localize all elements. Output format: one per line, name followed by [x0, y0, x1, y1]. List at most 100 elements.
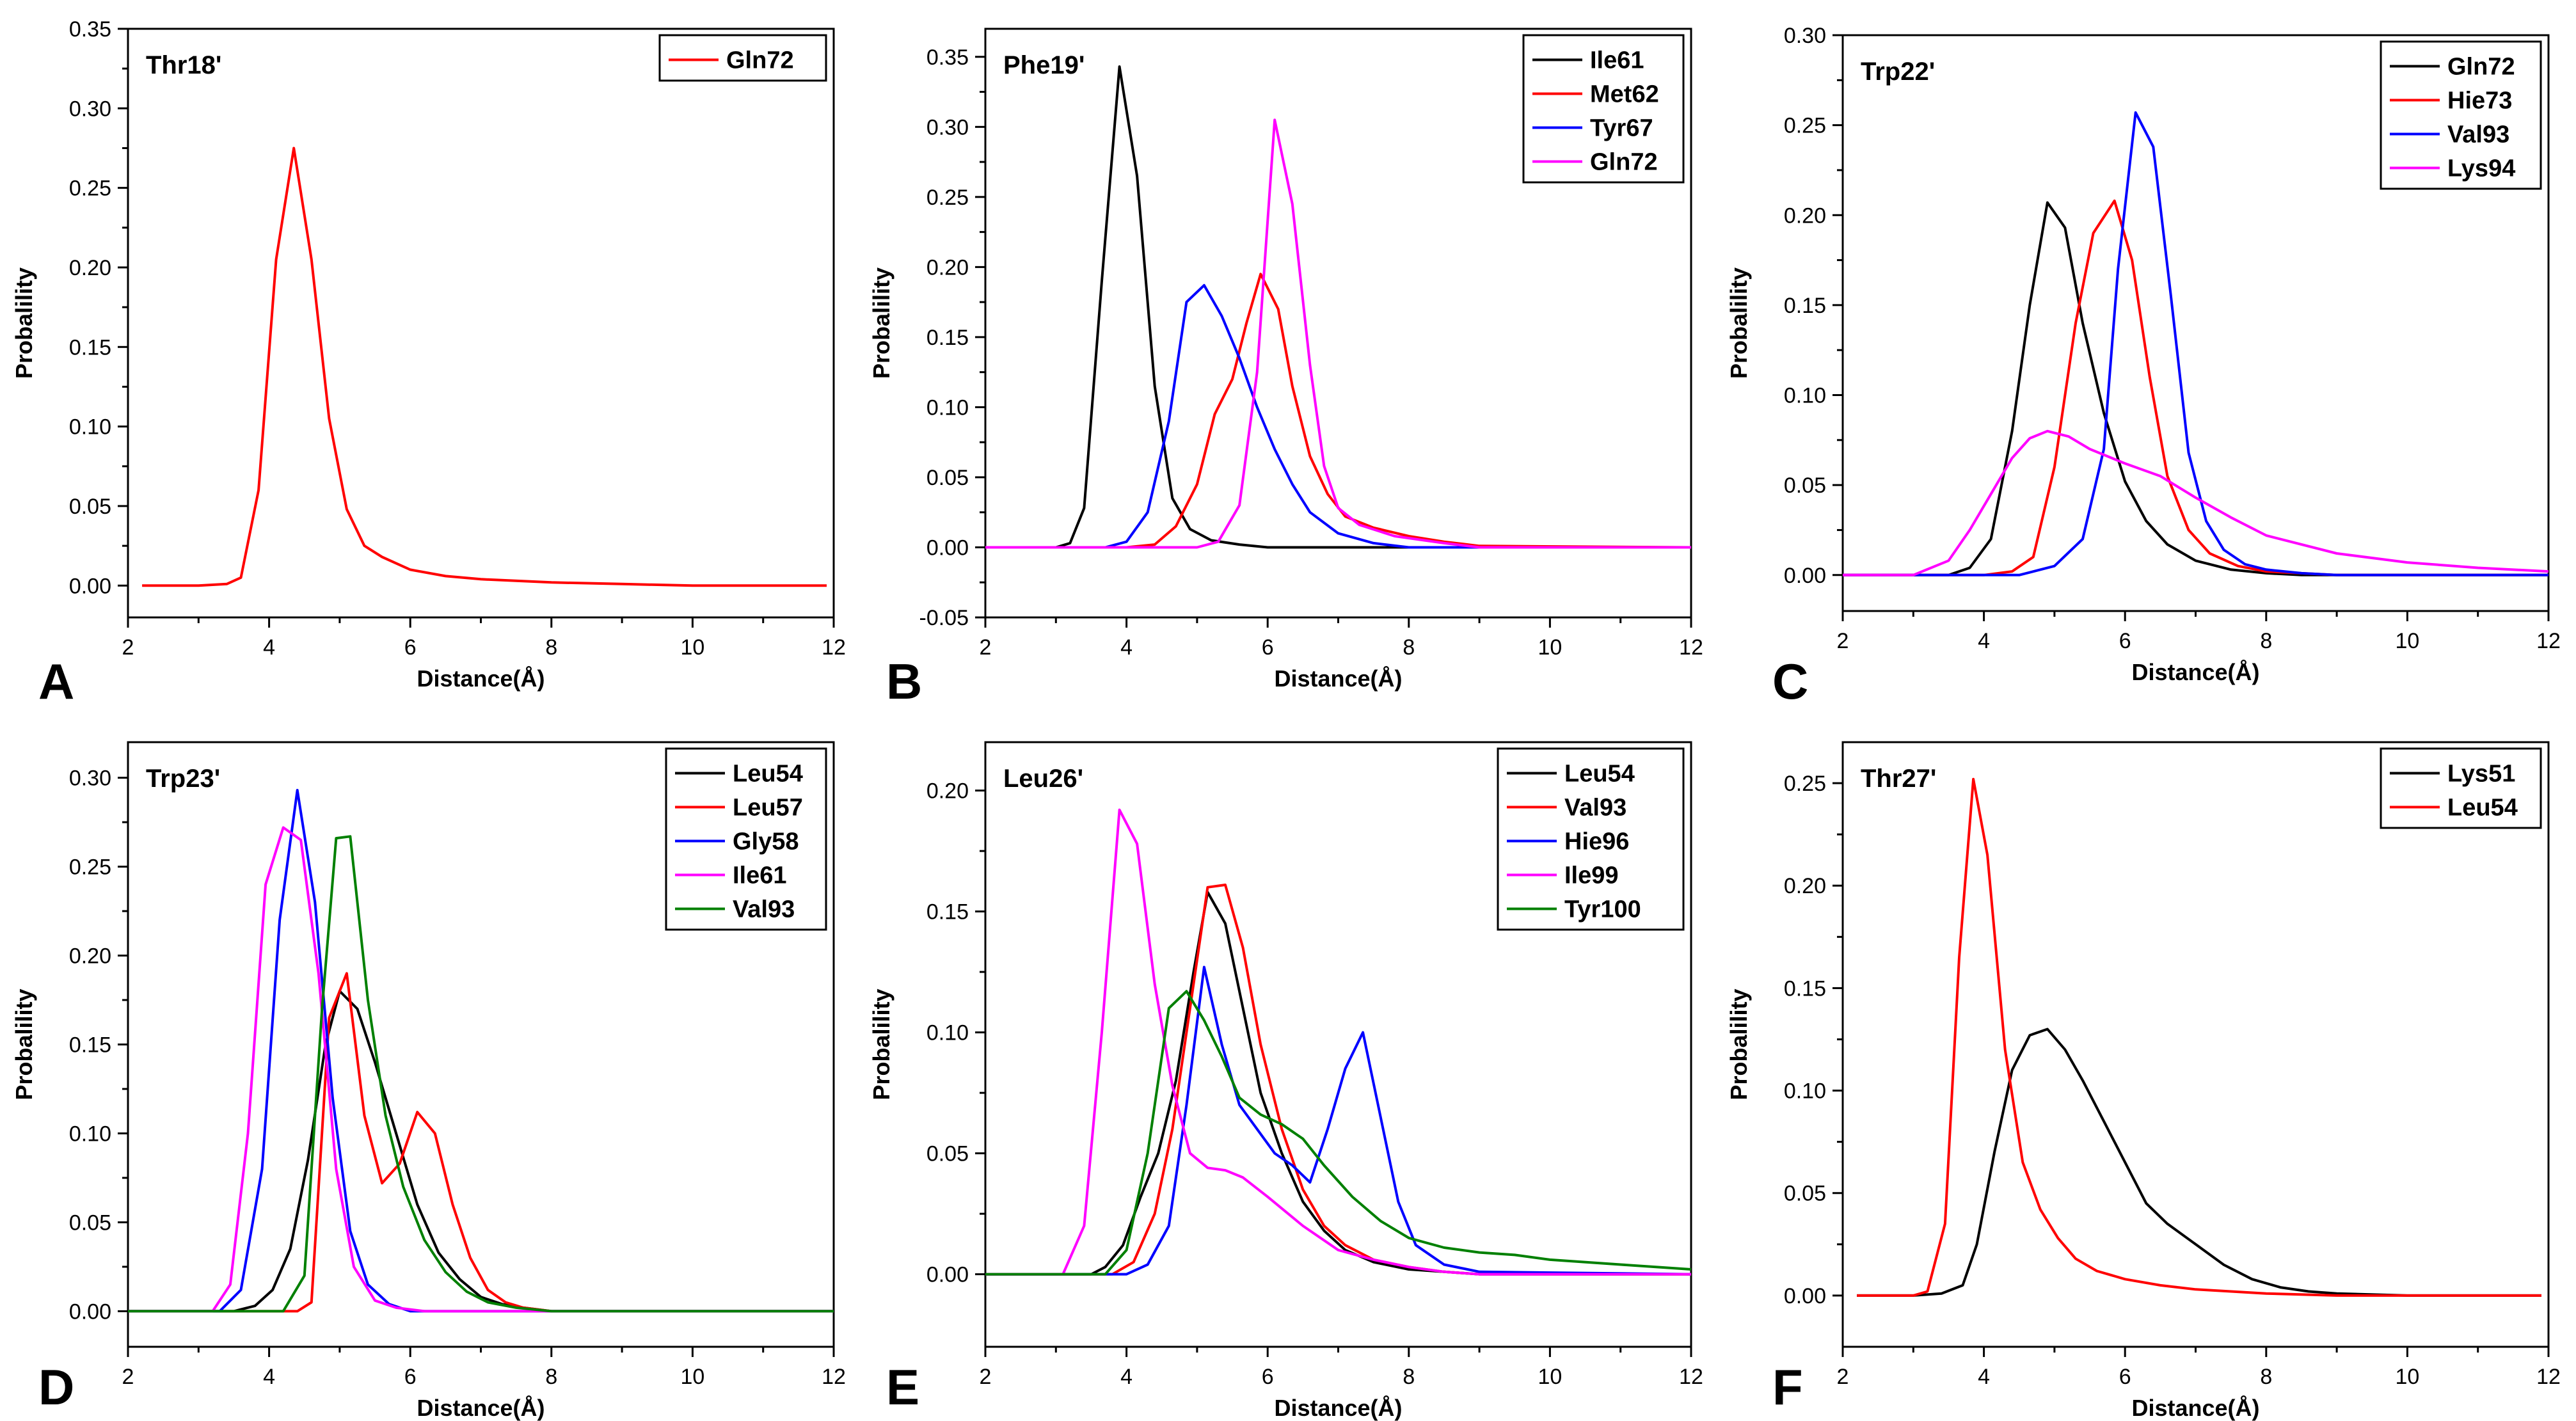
x-tick-label: 8: [545, 635, 557, 660]
x-tick-label: 4: [263, 635, 275, 660]
legend-label: Hie73: [2447, 88, 2512, 115]
y-tick-label: 0.10: [926, 395, 969, 420]
panel-title: Leu26': [1003, 765, 1083, 793]
legend-label: Val93: [733, 896, 795, 923]
chart-panel-f: 2 4 6 8 10 12 0.00 0.05 0.10 0.15 0.20 0.25 Distance…: [1726, 741, 2561, 1421]
chart-panel-d: 2 4 6 8 10 12 0.00 0.05 0.10 0.15 0.20 0.25 0.30 Dist…: [11, 741, 846, 1421]
panel-title: Trp23': [146, 765, 220, 793]
x-tick-label: 2: [980, 1365, 992, 1389]
legend-box: [2380, 747, 2542, 829]
y-axis-title: Probalility: [1726, 988, 1752, 1100]
legend-label: Gln72: [726, 47, 794, 74]
y-tick-label: 0.25: [1784, 114, 1826, 138]
y-tick-label: 0.20: [1784, 874, 1826, 898]
series-line-lys94: [1843, 429, 2549, 576]
x-tick-label: 2: [1837, 1365, 1849, 1389]
series-line-gln72: [1843, 201, 2548, 576]
chart-panel-c: 2 4 6 8 10 12 0.00 0.05 0.10 0.15 0.20 0.25 0.30 Dist…: [1726, 24, 2561, 685]
legend-label: Val93: [1564, 795, 1626, 822]
y-tick-label: 0.10: [1784, 1079, 1826, 1104]
series-line-gln72: [142, 147, 827, 587]
x-tick-label: 12: [2536, 1365, 2561, 1389]
legend-label: Ile99: [1564, 862, 1619, 889]
legend-label: Ile61: [733, 862, 787, 889]
y-tick-label: 0.15: [69, 1033, 111, 1058]
y-tick-label: 0.05: [926, 1142, 969, 1166]
x-tick-label: 10: [680, 1365, 704, 1389]
panel-letter-e: E: [886, 1359, 919, 1415]
x-tick-label: 2: [1837, 629, 1849, 653]
y-tick-label: 0.30: [1784, 24, 1826, 48]
panel-letter-d: D: [38, 1359, 74, 1415]
x-tick-label: 2: [122, 635, 134, 660]
y-tick-label: 0.00: [1784, 1284, 1826, 1308]
x-tick-label: 2: [122, 1365, 134, 1389]
x-tick-label: 12: [1679, 1365, 1703, 1389]
y-tick-label: 0.30: [69, 97, 111, 121]
legend-label: Tyr67: [1590, 115, 1653, 142]
x-tick-label: 12: [822, 1365, 846, 1389]
series-line-lys51: [1857, 1028, 2541, 1297]
plot-frame: [127, 28, 835, 619]
y-tick-label: 0.25: [69, 855, 111, 880]
legend: Lys51 Leu54: [2380, 747, 2542, 829]
legend: Gln72: [658, 34, 827, 82]
x-tick-label: 10: [1538, 635, 1562, 660]
y-tick-label: 0.05: [69, 495, 111, 519]
y-tick-label: 0.20: [1784, 203, 1826, 228]
panel-title: Thr18': [146, 51, 221, 79]
series-line-leu57: [128, 972, 834, 1313]
y-tick-label: 0.10: [69, 1122, 111, 1146]
x-tick-label: 8: [2260, 1365, 2272, 1389]
x-tick-label: 10: [2395, 1365, 2419, 1389]
y-tick-label: 0.20: [69, 944, 111, 969]
y-tick-label: 0.10: [69, 415, 111, 440]
y-tick-label: 0.15: [926, 900, 969, 925]
plot-frame: [1841, 741, 2550, 1348]
x-axis-title: Distance(Å): [417, 665, 545, 692]
x-tick-label: 10: [2395, 629, 2419, 653]
legend: Ile61 Met62 Tyr67 Gln72: [1522, 34, 1685, 184]
y-tick-label: 0.00: [926, 1263, 969, 1287]
legend-label: Gln72: [1590, 149, 1658, 176]
legend-label: Leu54: [1564, 761, 1635, 788]
y-tick-label: 0.05: [1784, 1182, 1826, 1206]
x-tick-label: 12: [1679, 635, 1703, 660]
x-tick-label: 4: [1978, 629, 1990, 653]
y-tick-label: 0.00: [69, 1299, 111, 1324]
panel-letter-c: C: [1772, 653, 1808, 710]
legend-box: [658, 34, 827, 82]
legend-label: Lys51: [2447, 761, 2515, 788]
series-line-val93: [985, 884, 1691, 1276]
legend-label: Val93: [2447, 122, 2509, 148]
x-tick-label: 6: [1262, 1365, 1274, 1389]
y-tick-label: 0.00: [69, 574, 111, 598]
y-axis-title: Probalility: [11, 267, 37, 379]
y-tick-label: 0.10: [1784, 384, 1826, 408]
legend-box: [665, 747, 827, 931]
series-line-tyr100: [985, 990, 1692, 1276]
legend-label: Leu54: [733, 761, 803, 788]
legend: Gln72 Hie73 Val93 Lys94: [2380, 40, 2542, 190]
panel-letter-b: B: [886, 653, 922, 710]
y-axis-title: Probalility: [11, 988, 37, 1100]
y-tick-label: 0.35: [69, 17, 111, 42]
y-axis-title: Probalility: [868, 988, 894, 1100]
y-tick-label: 0.10: [926, 1021, 969, 1045]
x-tick-label: 10: [680, 635, 704, 660]
y-tick-label: 0.20: [69, 256, 111, 280]
y-tick-label: 0.15: [926, 326, 969, 350]
panel-title: Thr27': [1861, 765, 1936, 793]
series-line-gln72: [985, 118, 1691, 549]
series-line-leu54: [1857, 777, 2541, 1297]
x-tick-label: 6: [404, 635, 417, 660]
series-line-ile99: [985, 808, 1691, 1276]
y-tick-label: 0.15: [1784, 294, 1826, 318]
legend-box: [1497, 747, 1685, 931]
series-line-val93: [1843, 111, 2548, 576]
y-tick-label: 0.05: [1784, 473, 1826, 498]
y-tick-label: 0.30: [69, 766, 111, 791]
x-tick-label: 2: [980, 635, 992, 660]
y-tick-label: 0.25: [926, 186, 969, 210]
y-tick-label: 0.20: [926, 255, 969, 280]
